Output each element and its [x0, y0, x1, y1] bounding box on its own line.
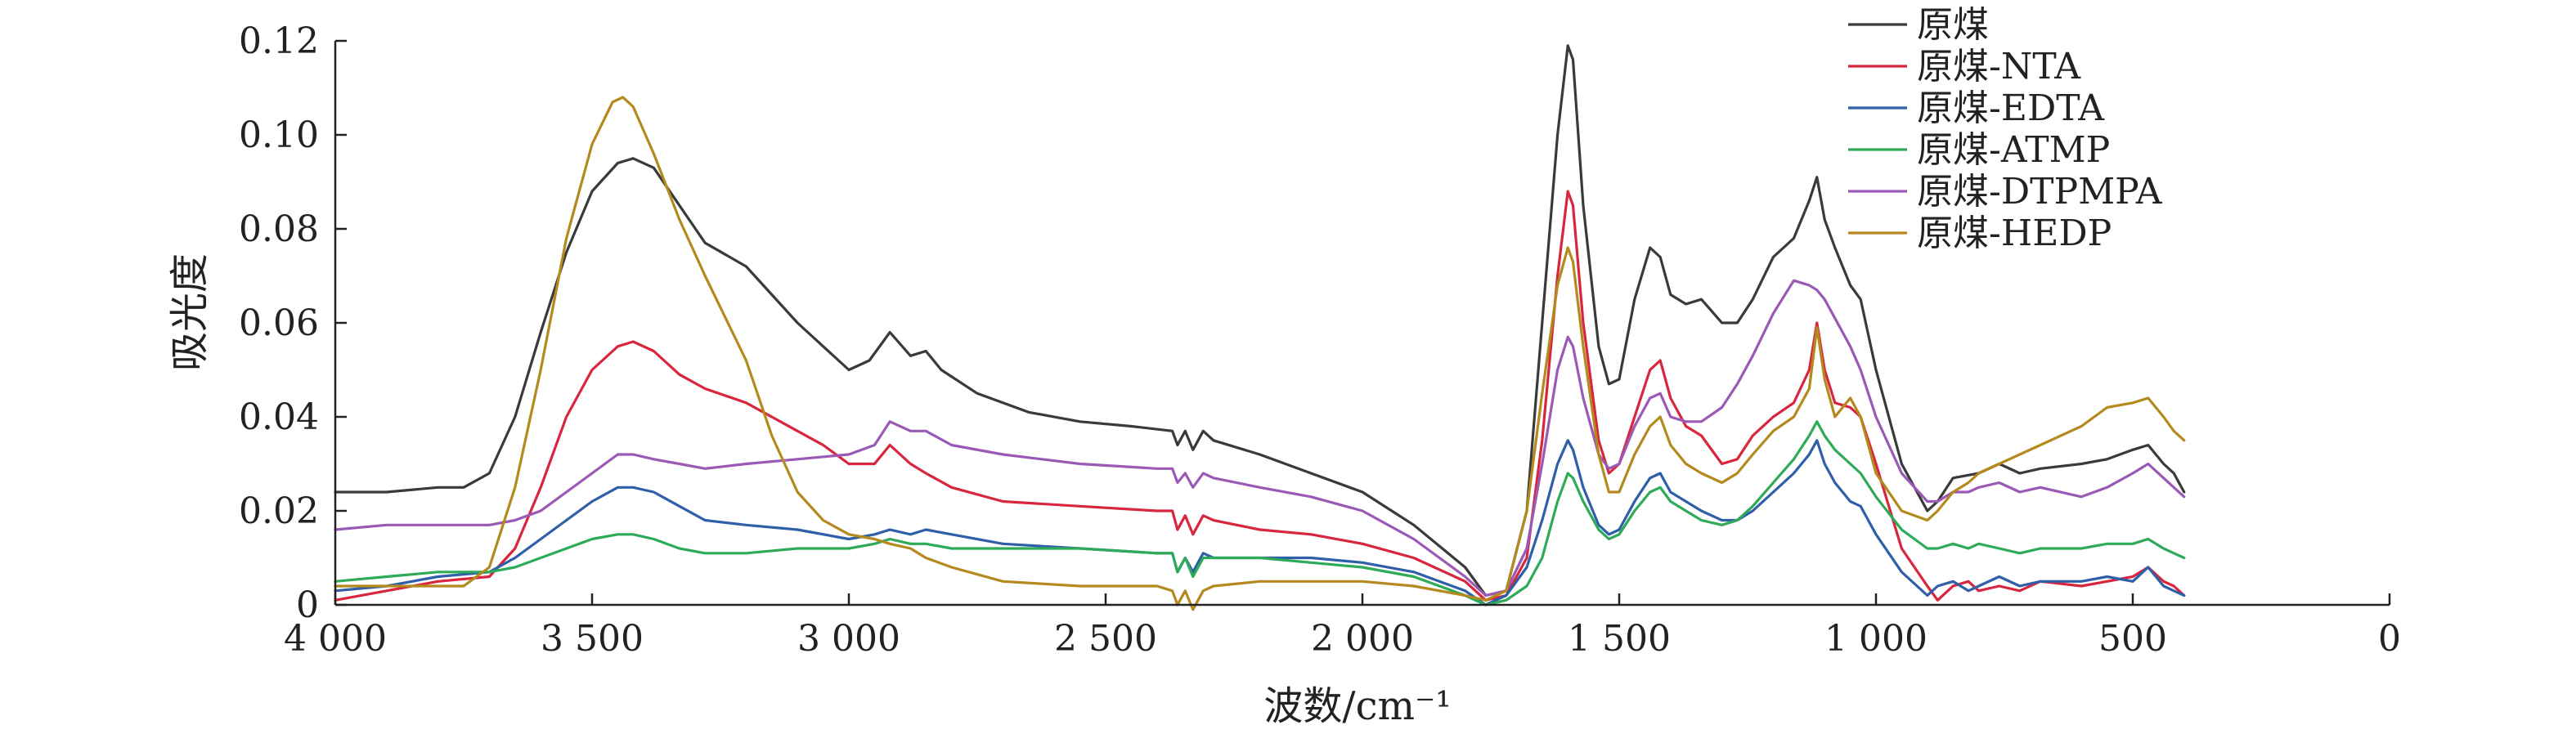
series-line-1 [334, 190, 2186, 602]
y-axis-title: 吸光度 [167, 253, 213, 371]
x-axis-title: 波数/cm⁻¹ [1263, 683, 1451, 729]
legend-label-5: 原煤-HEDP [1917, 213, 2112, 254]
legend-label-3: 原煤-ATMP [1917, 129, 2110, 171]
legend-label-0: 原煤 [1917, 4, 1989, 46]
series-line-2 [334, 439, 2186, 606]
y-axis: 0 0.02 0.04 0.06 0.08 0.10 0.12 [239, 20, 347, 626]
x-tick-label: 500 [2098, 618, 2167, 660]
x-tick-label: 1 000 [1824, 618, 1928, 660]
x-tick-label: 3 000 [797, 618, 900, 660]
x-axis: 4 000 3 500 3 000 2 500 2 000 1 500 1 000 500 0 [284, 593, 2401, 660]
y-tick-label: 0 [296, 584, 319, 626]
x-tick-label: 0 [2378, 618, 2401, 660]
x-tick-label: 4 000 [284, 618, 387, 660]
plot-area [334, 44, 2186, 611]
legend-label-4: 原煤-DTPMPA [1917, 171, 2163, 213]
y-tick-label: 0.10 [239, 114, 319, 156]
x-tick-label: 2 500 [1054, 618, 1157, 660]
y-tick-label: 0.04 [239, 396, 319, 438]
series-line-4 [334, 279, 2186, 597]
y-tick-label: 0.12 [239, 20, 319, 62]
legend-label-1: 原煤-NTA [1917, 46, 2081, 87]
x-tick-label: 3 500 [541, 618, 644, 660]
y-tick-label: 0.02 [239, 490, 319, 532]
y-tick-label: 0.06 [239, 302, 319, 344]
x-tick-label: 1 500 [1568, 618, 1671, 660]
y-tick-label: 0.08 [239, 208, 319, 250]
series-line-5 [334, 96, 2186, 611]
series-line-3 [334, 420, 2186, 606]
legend-label-2: 原煤-EDTA [1917, 87, 2105, 129]
x-tick-label: 2 000 [1311, 618, 1414, 660]
